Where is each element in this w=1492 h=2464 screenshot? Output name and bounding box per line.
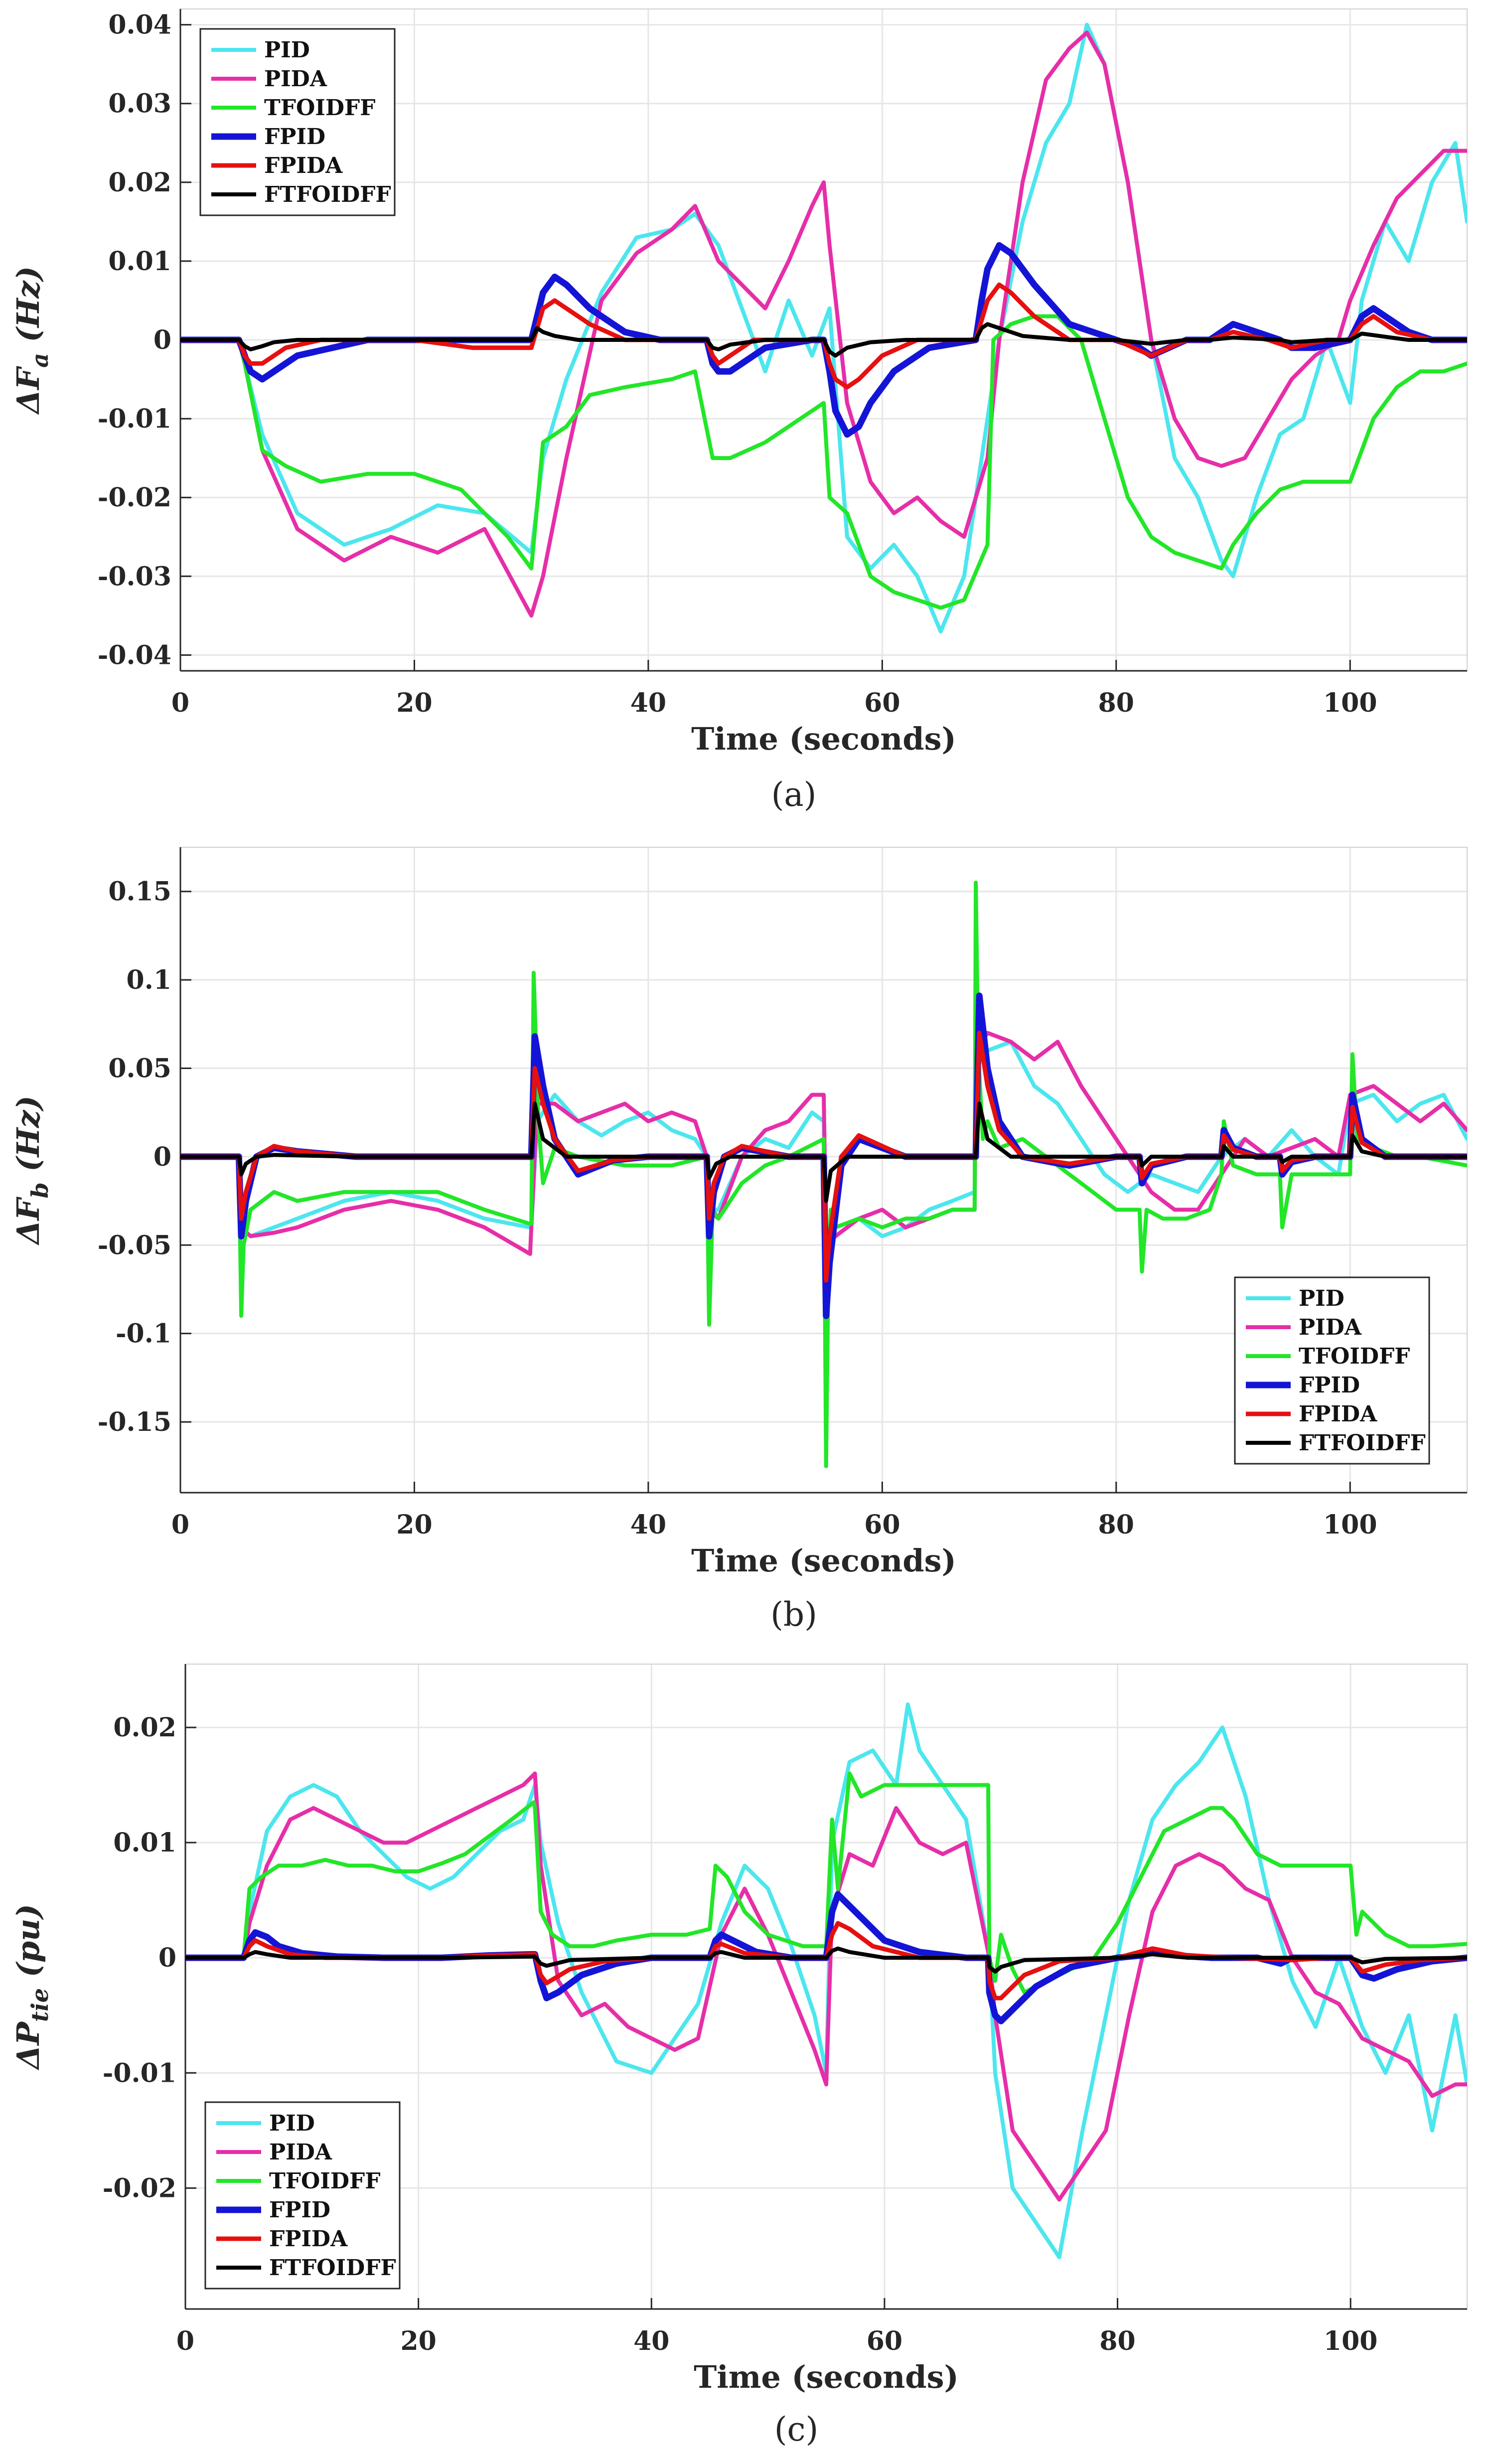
chart-a: 0 20 40 60 80 100 -0.04 -0.03 -0.02 -0.01 0 0.01 0.0… — [10, 8, 1468, 814]
y-tick-label: 0.02 — [108, 167, 171, 198]
x-axis-label: Time (seconds) — [691, 1542, 956, 1579]
series-line-pid — [185, 1702, 1467, 2259]
legend-box — [1234, 1276, 1430, 1465]
legend-label-tfoidff: TFOIDFF — [264, 95, 376, 121]
legend-label-fpid: FPID — [269, 2197, 330, 2223]
legend: PID PIDA TFOIDFF FPID FPIDA FTFOIDFF — [199, 28, 396, 216]
series-line-ftfoidff — [180, 322, 1467, 358]
x-tick-label: 100 — [1323, 688, 1377, 718]
y-tick-label: 0.01 — [113, 1828, 176, 1858]
x-tick-label: 80 — [1098, 1510, 1134, 1540]
y-tick-label: -0.02 — [103, 2173, 176, 2203]
y-tick-label: 0 — [153, 325, 171, 355]
series-line-pida — [180, 30, 1467, 618]
x-tick-label: 0 — [171, 1510, 189, 1540]
x-tick-label: 20 — [396, 688, 432, 718]
y-tick-label: 0.15 — [108, 877, 171, 907]
y-tick-label: -0.05 — [98, 1230, 171, 1260]
series-line-pida — [185, 1771, 1467, 2202]
y-tick-label: 0.05 — [108, 1053, 171, 1083]
panel-caption: (b) — [770, 1595, 817, 1634]
y-tick-label: -0.15 — [98, 1407, 171, 1437]
legend-label-fpida: FPIDA — [1299, 1401, 1377, 1427]
legend-label-ftfoidff: FTFOIDFF — [269, 2255, 396, 2281]
legend-label-ftfoidff: FTFOIDFF — [1299, 1430, 1426, 1456]
legend-label-fpida: FPIDA — [269, 2226, 348, 2252]
series-group — [180, 881, 1467, 1468]
x-tick-label: 0 — [171, 688, 189, 718]
y-tick-label: 0.03 — [108, 89, 171, 119]
x-tick-label: 80 — [1098, 688, 1134, 718]
series-line-tfoidff — [180, 881, 1467, 1468]
series-line-tfoidff — [185, 1771, 1467, 1995]
legend-box — [204, 2101, 401, 2290]
legend-label-fpid: FPID — [264, 124, 325, 150]
y-axis-label: ΔFa (Hz) — [10, 266, 53, 415]
legend-label-tfoidff: TFOIDFF — [1299, 1344, 1410, 1369]
series-group — [185, 1702, 1467, 2259]
legend-box — [199, 28, 396, 216]
y-tick-label: 0.04 — [108, 10, 171, 40]
series-group — [180, 22, 1467, 633]
chart-c: 0 20 40 60 80 100 -0.02 -0.01 0 0.01 0.02 Time (sec… — [10, 1664, 1468, 2449]
x-tick-label: 40 — [630, 1510, 666, 1540]
y-tick-label: -0.1 — [116, 1319, 171, 1349]
series-line-ftfoidff — [185, 1946, 1467, 1974]
y-tick-label: -0.01 — [98, 404, 171, 434]
y-tick-label: 0.01 — [108, 246, 171, 277]
y-tick-label: -0.04 — [98, 640, 171, 670]
x-tick-label: 20 — [400, 2326, 436, 2356]
chart-b: 0 20 40 60 80 100 -0.15 -0.1 -0.05 0 0.05 0.1 0.15 Ti… — [10, 847, 1468, 1634]
legend: PID PIDA TFOIDFF FPID FPIDA FTFOIDFF — [1234, 1276, 1430, 1465]
series-line-ftfoidff — [180, 1101, 1467, 1203]
legend-label-pida: PIDA — [1299, 1315, 1362, 1340]
y-tick-label: -0.02 — [98, 482, 171, 513]
y-tick-label: 0 — [153, 1142, 171, 1172]
y-axis-label: ΔPtie (pu) — [10, 1904, 53, 2070]
series-line-tfoidff — [180, 314, 1467, 610]
y-tick-label: -0.01 — [103, 2058, 176, 2088]
legend-label-fpida: FPIDA — [264, 153, 343, 178]
x-tick-label: 40 — [633, 2326, 669, 2356]
legend-label-pid: PID — [1299, 1286, 1344, 1311]
legend-label-fpid: FPID — [1299, 1373, 1360, 1398]
x-tick-label: 60 — [867, 2326, 902, 2356]
panel-caption: (a) — [771, 775, 817, 814]
x-tick-label: 100 — [1324, 2326, 1378, 2356]
y-axis-label: ΔFb (Hz) — [10, 1095, 53, 1245]
x-tick-label: 80 — [1099, 2326, 1135, 2356]
x-tick-label: 60 — [864, 688, 900, 718]
legend-label-pida: PIDA — [264, 66, 327, 92]
y-tick-label: 0.02 — [113, 1712, 176, 1743]
legend-label-ftfoidff: FTFOIDFF — [264, 182, 391, 207]
x-tick-label: 100 — [1323, 1510, 1377, 1540]
x-tick-label: 60 — [864, 1510, 900, 1540]
x-tick-label: 20 — [396, 1510, 432, 1540]
legend-label-tfoidff: TFOIDFF — [269, 2168, 381, 2194]
legend-label-pida: PIDA — [269, 2140, 332, 2165]
x-axis-label: Time (seconds) — [691, 721, 956, 757]
legend-label-pid: PID — [264, 37, 310, 63]
legend: PID PIDA TFOIDFF FPID FPIDA FTFOIDFF — [204, 2101, 401, 2290]
x-axis-label: Time (seconds) — [694, 2359, 959, 2395]
panel-caption: (c) — [774, 2410, 818, 2449]
x-tick-label: 0 — [176, 2326, 194, 2356]
y-tick-label: 0.1 — [127, 965, 171, 995]
y-tick-label: -0.03 — [98, 561, 171, 592]
y-tick-label: 0 — [158, 1943, 176, 1973]
legend-label-pid: PID — [269, 2111, 315, 2136]
x-tick-label: 40 — [630, 688, 666, 718]
